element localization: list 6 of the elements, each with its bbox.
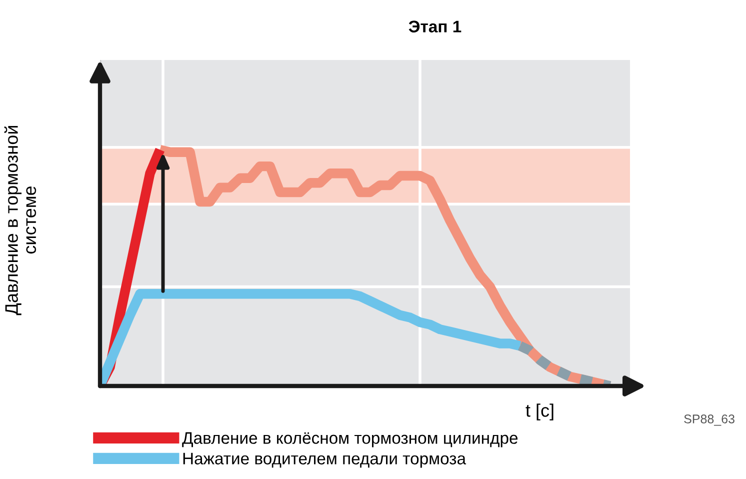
x-axis-title: t [c]	[526, 404, 554, 420]
text: SP88_63	[684, 414, 734, 426]
chart-title: Этап 1	[408, 20, 462, 32]
legend-label: Нажатие водителем педали тормоза	[183, 452, 466, 468]
y-axis-title: Давление в тормозной системе	[4, 126, 36, 316]
legend-label: Давление в колёсном тормозном цилиндре	[182, 432, 518, 448]
